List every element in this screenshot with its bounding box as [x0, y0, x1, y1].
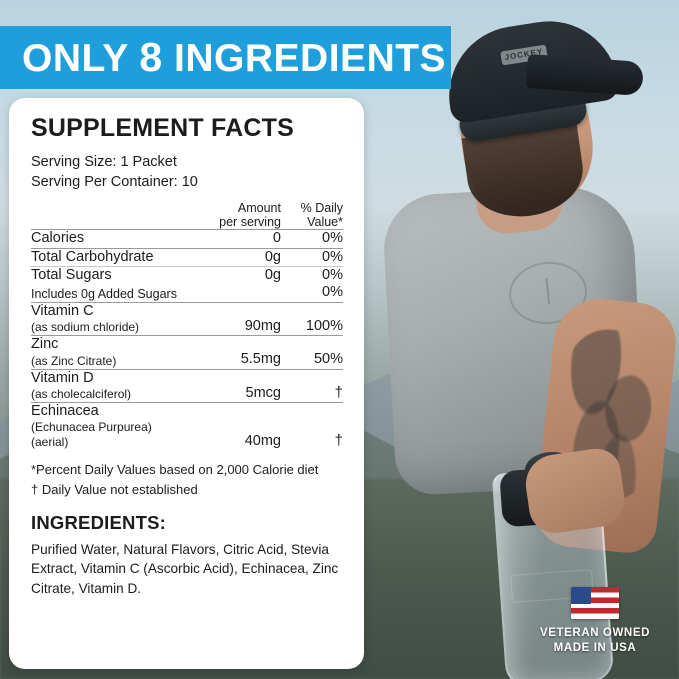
nutrition-table-body: Amount per serving % Daily Value* Calori… [31, 201, 343, 451]
row-name: Includes 0g Added Sugars [31, 286, 177, 301]
row-amount: 0g [195, 266, 281, 285]
row-daily-value: † [281, 368, 343, 403]
table-row: Calories 0 0% [31, 229, 343, 249]
headline-prefix: ONLY [22, 37, 140, 80]
footnotes: *Percent Daily Values based on 2,000 Cal… [31, 460, 349, 499]
row-name: Total Sugars [31, 266, 195, 285]
row-name: Calories [31, 229, 195, 249]
row-label: Echinacea [31, 402, 99, 419]
table-row: Total Sugars 0g 0% [31, 266, 343, 285]
headline-text: ONLY 8 INGREDIENTS [22, 34, 447, 80]
flag-canton [571, 586, 591, 604]
row-amount: 0 [195, 229, 281, 249]
table-row: Zinc (as Zinc Citrate) 5.5mg 50% [31, 335, 343, 370]
ingredients-body: Purified Water, Natural Flavors, Citric … [31, 541, 339, 596]
table-row: Echinacea (Echunacea Purpurea) (aerial) … [31, 401, 343, 451]
row-label: Vitamin D [31, 369, 94, 386]
table-header-row: Amount per serving % Daily Value* [31, 201, 343, 230]
table-row: Vitamin C (as sodium chloride) 90mg 100% [31, 301, 343, 336]
badge-line-2: MADE IN USA [553, 642, 637, 655]
row-sublabel: (as sodium chloride) [31, 320, 140, 335]
headline-number: 8 [139, 34, 163, 80]
veteran-owned-badge: VETERAN OWNED MADE IN USA [529, 586, 661, 657]
row-label: Vitamin C [31, 302, 94, 319]
table-row: Vitamin D (as cholecalciferol) 5mcg † [31, 368, 343, 403]
row-amount: 5mcg [195, 368, 281, 403]
man-with-water-bottle: JOCKEY [349, 0, 679, 679]
serving-size: Serving Size: 1 Packet [31, 153, 177, 170]
header-dv-line2: Value* [307, 214, 343, 229]
header-daily-value: % Daily Value* [281, 201, 343, 230]
row-name: Vitamin D (as cholecalciferol) [31, 368, 195, 403]
table-row: Total Carbohydrate 0g 0% [31, 247, 343, 267]
usa-flag-icon [571, 586, 619, 619]
row-name: Total Carbohydrate [31, 247, 195, 267]
badge-line-1: VETERAN OWNED [539, 626, 651, 639]
headline-banner: ONLY 8 INGREDIENTS [0, 26, 451, 89]
row-amount: 5.5mg [195, 335, 281, 370]
header-dv-line1: % Daily [300, 200, 343, 215]
row-sublabel: (as cholecalciferol) [31, 386, 132, 401]
row-daily-value: 0% [322, 284, 343, 301]
table-row: Includes 0g Added Sugars 0% [31, 284, 343, 302]
nutrition-table: Amount per serving % Daily Value* Calori… [31, 201, 343, 451]
footnote-dagger: † Daily Value not established [31, 481, 198, 497]
ingredients-title: INGREDIENTS: [31, 512, 166, 534]
row-amount [195, 284, 281, 302]
row-label: Zinc [31, 336, 59, 353]
row-sublabel: (Echunacea Purpurea) (aerial) [31, 420, 152, 450]
header-blank [31, 201, 195, 230]
row-sublabel: (as Zinc Citrate) [31, 353, 117, 368]
row-name: Vitamin C (as sodium chloride) [31, 301, 195, 336]
footnote-percent-dv: *Percent Daily Values based on 2,000 Cal… [31, 462, 319, 478]
row-daily-value: 0% [281, 247, 343, 267]
header-amount-line1: Amount [237, 200, 281, 215]
row-amount: 90mg [195, 301, 281, 336]
headline-suffix: INGREDIENTS [162, 37, 447, 80]
row-name: Echinacea (Echunacea Purpurea) (aerial) [31, 401, 195, 451]
row-amount: 0g [195, 247, 281, 267]
panel-title: SUPPLEMENT FACTS [31, 114, 294, 142]
row-daily-value: 100% [281, 301, 343, 336]
row-name: Zinc (as Zinc Citrate) [31, 335, 195, 370]
row-daily-value: † [281, 401, 343, 451]
row-daily-value: 50% [281, 335, 343, 370]
serving-per-container: Serving Per Container: 10 [31, 173, 198, 190]
row-daily-value: 0% [281, 229, 343, 249]
header-amount-line2: per serving [219, 214, 281, 229]
header-amount: Amount per serving [195, 201, 281, 230]
row-amount: 40mg [195, 401, 281, 451]
row-daily-value: 0% [281, 266, 343, 285]
supplement-facts-panel: SUPPLEMENT FACTS Serving Size: 1 Packet … [9, 98, 364, 669]
